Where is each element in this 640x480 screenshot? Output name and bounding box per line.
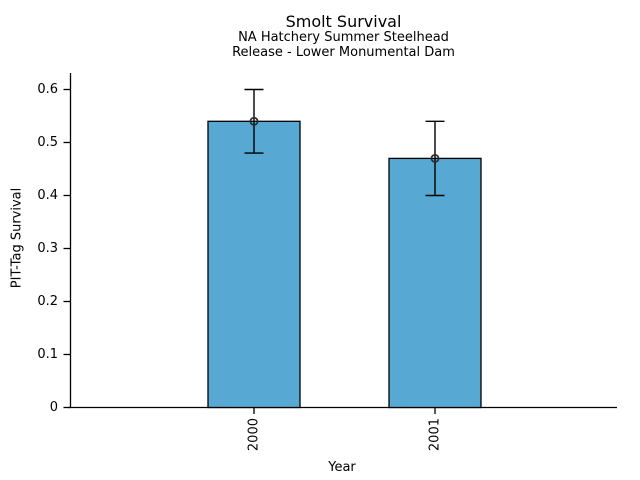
chart-title: Smolt Survival <box>285 12 402 31</box>
chart-subtitle-line1: NA Hatchery Summer Steelhead <box>238 30 449 45</box>
x-tick-label: 2000 <box>247 418 262 451</box>
mean-marker <box>249 116 259 126</box>
x-axis-label: Year <box>327 460 356 475</box>
y-tick-label: 0.5 <box>37 135 58 150</box>
y-tick-label: 0 <box>50 400 58 415</box>
y-tick-label: 0.1 <box>37 347 58 362</box>
bar-2000 <box>207 120 301 409</box>
bar-2001 <box>388 157 482 409</box>
mean-marker <box>430 153 440 163</box>
y-tick-label: 0.4 <box>37 188 58 203</box>
y-axis-label: PIT-Tag Survival <box>10 188 25 288</box>
x-tick-label: 2001 <box>428 418 443 451</box>
chart-subtitle-line2: Release - Lower Monumental Dam <box>232 45 455 60</box>
y-tick-label: 0.3 <box>37 241 58 256</box>
y-tick-label: 0.6 <box>37 82 58 97</box>
y-tick-label: 0.2 <box>37 294 58 309</box>
